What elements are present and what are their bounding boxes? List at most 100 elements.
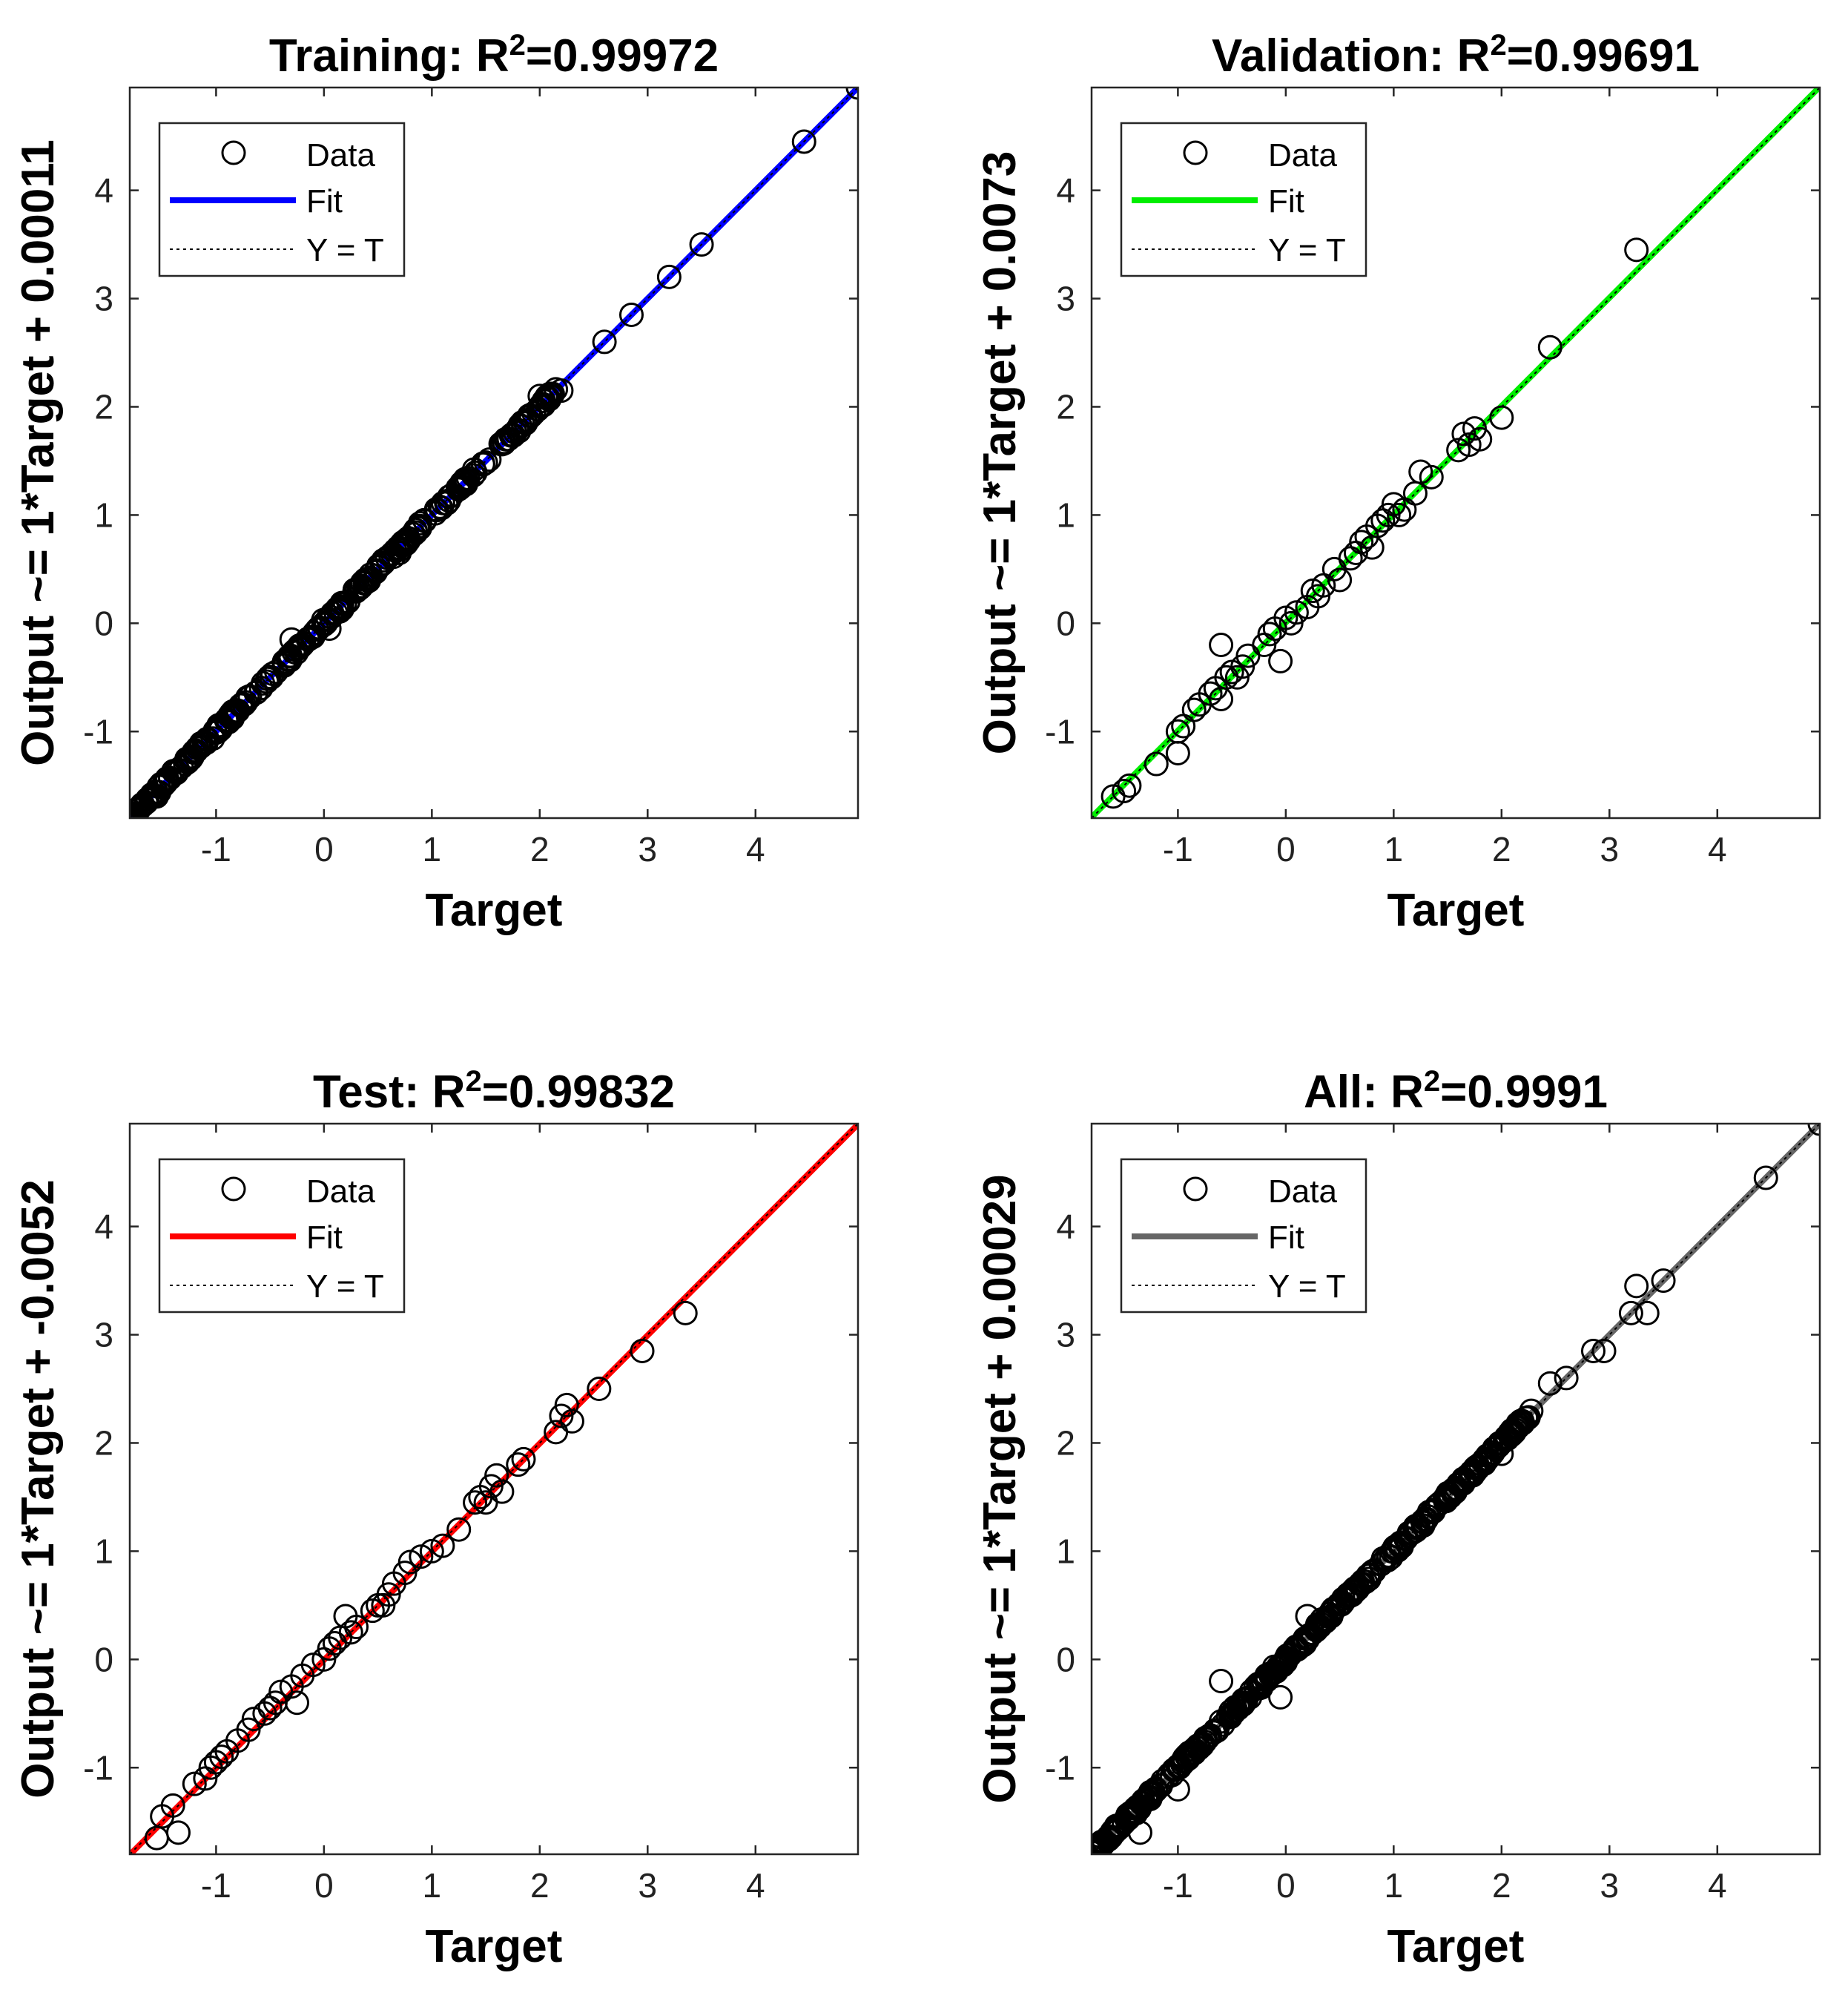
data-point (1264, 1656, 1290, 1681)
x-tick-label: 4 (1708, 1866, 1727, 1905)
legend: Data Fit Y = T (1120, 1158, 1367, 1314)
data-point (673, 1300, 698, 1325)
data-point (1420, 1498, 1445, 1523)
data-point (236, 1717, 261, 1742)
x-tick-label: 2 (1492, 830, 1511, 869)
x-tick-label: 3 (638, 830, 658, 869)
data-point (1185, 1733, 1210, 1759)
y-tick-label: 3 (94, 1316, 113, 1354)
reference-line (1092, 88, 1820, 818)
data-point (371, 1592, 396, 1618)
y-tick-label: -1 (83, 712, 113, 751)
y-tick-label: 1 (1056, 495, 1075, 534)
x-axis-label: Target (426, 1921, 563, 1972)
y-tick-label: -1 (1045, 1748, 1075, 1787)
data-point (1092, 1838, 1109, 1854)
data-point (1383, 1535, 1408, 1560)
data-point (1112, 779, 1137, 804)
y-axis-label: Output ~= 1*Target + -0.0052 (13, 1179, 64, 1798)
y-tick-label: 4 (1056, 171, 1075, 210)
panel-all: All: R2=0.9991-1 0 1 2 3 4-101234TargetOutput… (974, 1065, 1821, 1972)
axes-frame (128, 86, 859, 820)
legend: Data Fit Y = T (158, 122, 406, 277)
data-point (1453, 1467, 1478, 1492)
data-point (1283, 1636, 1308, 1661)
data-point (1387, 502, 1412, 527)
data-point (1537, 335, 1562, 360)
data-point (257, 665, 282, 690)
data-point (1554, 1365, 1579, 1391)
data-point (222, 699, 248, 725)
x-tick-label: 0 (1276, 830, 1296, 869)
data-point (1092, 1831, 1115, 1854)
data-point (279, 627, 304, 652)
data-point (1165, 1776, 1190, 1802)
legend: Data Fit Y = T (158, 1158, 406, 1314)
data-point (209, 1744, 234, 1770)
legend-data-marker (1183, 140, 1208, 165)
data-point (446, 1517, 472, 1542)
plot-area (130, 1124, 858, 1854)
data-point (387, 540, 412, 565)
title-prefix: Test: R (313, 1067, 466, 1118)
y-tick-label: 0 (1056, 1640, 1075, 1678)
data-point (260, 661, 286, 686)
plot-area (1092, 88, 1820, 818)
data-point (1580, 1338, 1606, 1363)
data-point (396, 528, 421, 553)
y-tick-label: 2 (94, 1423, 113, 1462)
data-point (1336, 1581, 1361, 1607)
data-point (554, 1392, 579, 1417)
data-point (165, 1820, 191, 1845)
data-point (445, 475, 470, 501)
data-point (1306, 584, 1331, 609)
data-point (319, 604, 344, 630)
legend-data-label: Data (306, 1173, 375, 1210)
plot-title: Validation: R2=0.99691 (1212, 29, 1700, 82)
data-point (1230, 654, 1255, 679)
x-tick-label: 2 (530, 1866, 550, 1905)
data-point (1268, 1684, 1293, 1710)
data-point (206, 713, 231, 738)
data-point (1591, 1338, 1617, 1363)
legend-data-label: Data (1268, 1173, 1337, 1210)
data-point (1358, 1562, 1383, 1587)
data-point (515, 407, 540, 432)
y-tick-label: 0 (1056, 604, 1075, 642)
data-point (1398, 1521, 1423, 1546)
data-point (452, 472, 477, 497)
title-superscript: 2 (465, 1065, 481, 1098)
data-point (461, 463, 486, 488)
data-point (630, 1338, 655, 1363)
y-tick-label: 0 (94, 604, 113, 642)
y-tick-label: 2 (1056, 1423, 1075, 1462)
data-point (1624, 237, 1649, 263)
data-point (392, 533, 418, 558)
data-point (1489, 1441, 1514, 1466)
data-point (1238, 1685, 1263, 1710)
y-tick-label: 3 (94, 280, 113, 318)
x-tick-label: 0 (314, 830, 334, 869)
data-point (430, 1533, 455, 1558)
data-point (1618, 1300, 1643, 1325)
legend-data-marker (221, 1176, 246, 1202)
data-point (1290, 1630, 1315, 1655)
data-point (202, 718, 228, 743)
title-superscript: 2 (509, 29, 526, 62)
legend-reference-label: Y = T (306, 232, 384, 268)
data-point (1092, 1839, 1107, 1854)
x-axis-label: Target (1387, 1921, 1525, 1972)
data-point (177, 746, 202, 771)
data-point (287, 633, 312, 659)
y-tick-label: 4 (94, 1207, 113, 1246)
legend-fit-label: Fit (306, 183, 343, 220)
data-point (163, 759, 188, 784)
legend-reference-label: Y = T (306, 1268, 384, 1305)
data-point (1209, 633, 1234, 658)
data-point (1446, 1472, 1471, 1497)
data-point (1193, 1727, 1218, 1752)
x-tick-label: 0 (314, 1866, 334, 1905)
panel-validation: Validation: R2=0.99691-1 0 1 2 3 4-101234Targ… (974, 29, 1821, 936)
panel-training: Training: R2=0.99972-1 0 1 2 3 4-101234Target… (13, 29, 859, 936)
